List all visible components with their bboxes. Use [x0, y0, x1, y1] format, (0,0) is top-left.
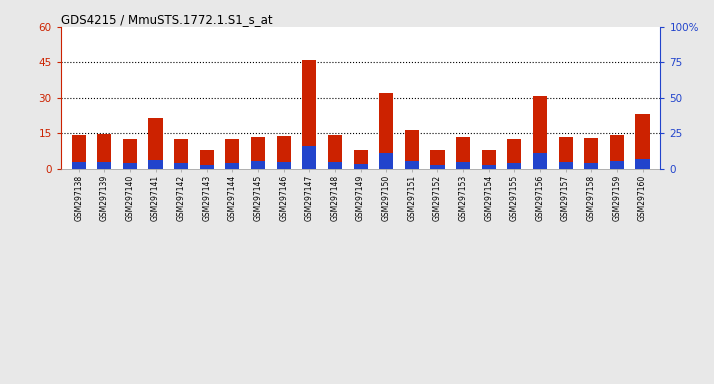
Bar: [97, 134, 111, 169]
Text: GSM297140: GSM297140: [126, 175, 134, 221]
Bar: [251, 137, 265, 169]
Text: GSM297156: GSM297156: [536, 175, 545, 221]
Text: aged: aged: [284, 88, 308, 98]
Text: GSM297151: GSM297151: [407, 175, 416, 221]
Text: GSM297142: GSM297142: [176, 175, 186, 221]
Text: hippocampus cornu ammonis: hippocampus cornu ammonis: [147, 44, 292, 54]
FancyBboxPatch shape: [501, 73, 655, 114]
Bar: [71, 135, 86, 169]
Bar: [328, 135, 342, 169]
Bar: [635, 114, 650, 169]
Bar: [226, 139, 239, 169]
Bar: [149, 118, 163, 169]
Text: tissue: tissue: [62, 44, 91, 54]
Bar: [610, 161, 624, 169]
Text: GSM297139: GSM297139: [100, 175, 109, 221]
Bar: [533, 153, 547, 169]
Bar: [97, 162, 111, 169]
Bar: [558, 137, 573, 169]
FancyBboxPatch shape: [373, 29, 655, 70]
Bar: [379, 152, 393, 169]
Bar: [508, 139, 521, 169]
Text: GSM297153: GSM297153: [458, 175, 468, 221]
Text: GSM297155: GSM297155: [510, 175, 519, 221]
Bar: [174, 163, 188, 169]
Text: young: young: [128, 88, 158, 98]
Bar: [123, 139, 137, 169]
Bar: [276, 162, 291, 169]
Bar: [405, 161, 419, 169]
Bar: [584, 162, 598, 169]
FancyBboxPatch shape: [66, 73, 220, 114]
Bar: [584, 138, 598, 169]
Text: GSM297138: GSM297138: [74, 175, 83, 221]
Text: GSM297158: GSM297158: [587, 175, 595, 221]
Bar: [71, 162, 86, 169]
Bar: [353, 164, 368, 169]
Text: GSM297157: GSM297157: [561, 175, 570, 221]
Bar: [251, 161, 265, 169]
Bar: [276, 136, 291, 169]
Text: GSM297149: GSM297149: [356, 175, 365, 221]
Legend: count, percentile rank within the sample: count, percentile rank within the sample: [66, 118, 248, 141]
Bar: [610, 135, 624, 169]
Bar: [431, 165, 445, 169]
Bar: [456, 162, 470, 169]
FancyBboxPatch shape: [220, 73, 373, 114]
Text: GSM297154: GSM297154: [484, 175, 493, 221]
Bar: [482, 150, 496, 169]
Bar: [174, 139, 188, 169]
Text: GSM297141: GSM297141: [151, 175, 160, 221]
Bar: [226, 162, 239, 169]
Bar: [123, 163, 137, 169]
Bar: [328, 162, 342, 169]
Text: GDS4215 / MmuSTS.1772.1.S1_s_at: GDS4215 / MmuSTS.1772.1.S1_s_at: [61, 13, 272, 26]
Text: GSM297145: GSM297145: [253, 175, 263, 221]
FancyBboxPatch shape: [373, 73, 501, 114]
Text: hippocampus dentate gyrus: hippocampus dentate gyrus: [446, 44, 583, 54]
Text: GSM297147: GSM297147: [305, 175, 314, 221]
Bar: [405, 130, 419, 169]
Text: GSM297143: GSM297143: [202, 175, 211, 221]
Bar: [149, 161, 163, 169]
Text: age: age: [62, 88, 80, 98]
Bar: [558, 162, 573, 169]
Bar: [302, 60, 316, 169]
Text: GSM297150: GSM297150: [382, 175, 391, 221]
Text: GSM297152: GSM297152: [433, 175, 442, 221]
Bar: [635, 159, 650, 169]
Text: GSM297146: GSM297146: [279, 175, 288, 221]
Text: GSM297144: GSM297144: [228, 175, 237, 221]
Text: GSM297159: GSM297159: [613, 175, 621, 221]
Bar: [353, 150, 368, 169]
Bar: [456, 137, 470, 169]
Bar: [533, 96, 547, 169]
Text: young: young: [423, 88, 453, 98]
FancyBboxPatch shape: [66, 29, 373, 70]
Text: GSM297160: GSM297160: [638, 175, 647, 221]
Bar: [200, 150, 213, 169]
Bar: [200, 165, 213, 169]
Bar: [431, 150, 445, 169]
Bar: [508, 162, 521, 169]
Text: aged: aged: [566, 88, 590, 98]
Bar: [379, 93, 393, 169]
Text: GSM297148: GSM297148: [331, 175, 339, 221]
Bar: [482, 165, 496, 169]
Bar: [302, 146, 316, 169]
